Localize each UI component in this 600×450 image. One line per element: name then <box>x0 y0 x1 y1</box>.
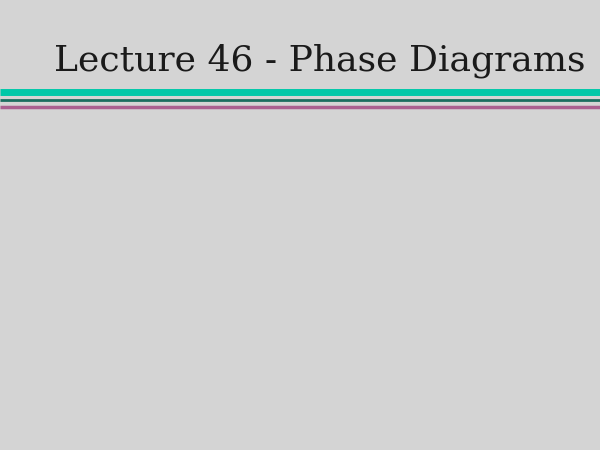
Text: Lecture 46 - Phase Diagrams: Lecture 46 - Phase Diagrams <box>54 44 586 78</box>
